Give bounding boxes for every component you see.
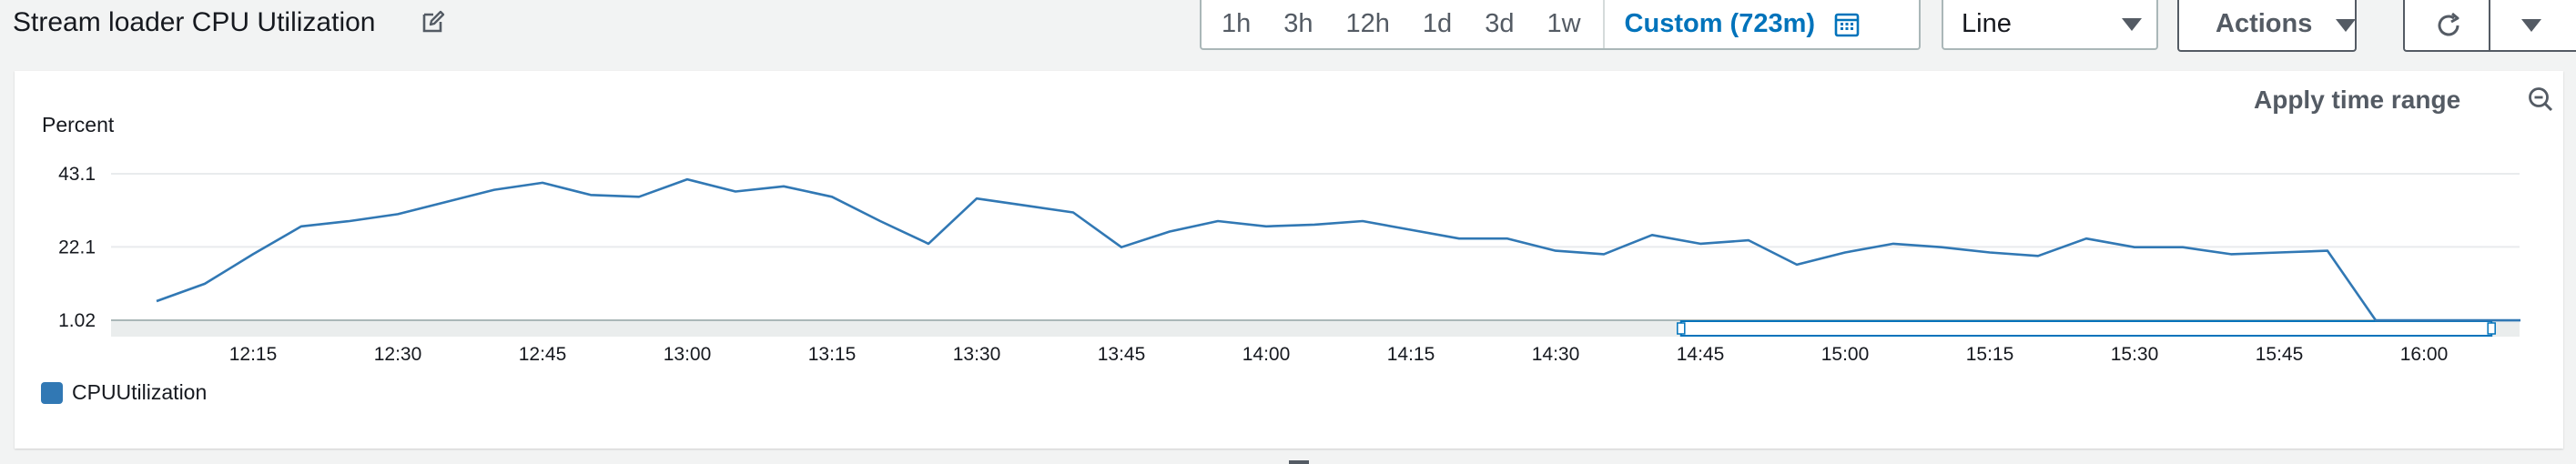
legend-item[interactable]: CPUUtilization [41, 380, 207, 405]
apply-time-range-button[interactable]: Apply time range [2254, 86, 2461, 114]
x-tick-label: 14:15 [1387, 344, 1435, 365]
x-tick-label: 14:30 [1532, 344, 1580, 365]
range-1d[interactable]: 1d [1422, 9, 1453, 38]
x-tick-label: 16:00 [2400, 344, 2449, 365]
caret-down-icon [2336, 19, 2356, 32]
calendar-icon[interactable] [1833, 11, 1861, 38]
refresh-control [2403, 0, 2576, 52]
legend-label: CPUUtilization [72, 380, 208, 404]
brush-selection[interactable] [1679, 320, 2493, 337]
range-12h[interactable]: 12h [1345, 9, 1390, 38]
x-tick-label: 15:45 [2256, 344, 2304, 365]
x-tick-label: 13:30 [953, 344, 1001, 365]
refresh-button[interactable] [2405, 0, 2490, 50]
refresh-dropdown[interactable] [2490, 0, 2576, 50]
range-1h[interactable]: 1h [1222, 9, 1252, 38]
caret-down-icon [2521, 19, 2541, 32]
series-line-cpuutilization[interactable] [156, 177, 2520, 322]
y-tick-label: 43.1 [58, 164, 96, 185]
y-tick-label: 1.02 [58, 310, 96, 331]
view-type-select[interactable]: Line [1942, 0, 2158, 50]
x-tick-label: 15:15 [1966, 344, 2014, 365]
resize-handle[interactable] [1289, 460, 1309, 464]
widget-title: Stream loader CPU Utilization [13, 7, 376, 37]
range-3d[interactable]: 3d [1485, 9, 1515, 38]
x-tick-label: 12:30 [374, 344, 422, 365]
range-custom[interactable]: Custom (723m) [1624, 9, 1816, 38]
y-tick-label: 22.1 [58, 237, 96, 257]
y-axis-unit: Percent [42, 113, 115, 136]
brush-handle-right[interactable] [2487, 322, 2496, 335]
x-tick-label: 12:45 [519, 344, 567, 365]
x-tick-label: 14:00 [1242, 344, 1291, 365]
range-divider [1602, 0, 1605, 48]
actions-label: Actions [2216, 9, 2313, 38]
brush-handle-left[interactable] [1677, 322, 1686, 335]
caret-down-icon [2122, 18, 2142, 31]
chart-panel [15, 71, 2563, 449]
actions-button[interactable]: Actions [2177, 0, 2357, 52]
zoom-out-icon[interactable] [2527, 86, 2554, 113]
x-tick-label: 15:00 [1821, 344, 1870, 365]
time-range-selector: 1h 3h 12h 1d 3d 1w Custom (723m) [1200, 0, 1921, 50]
x-tick-label: 14:45 [1677, 344, 1725, 365]
range-3h[interactable]: 3h [1283, 9, 1313, 38]
x-tick-label: 13:45 [1098, 344, 1146, 365]
x-tick-label: 13:15 [808, 344, 857, 365]
refresh-icon [2438, 12, 2459, 36]
range-1w[interactable]: 1w [1547, 9, 1581, 38]
x-tick-label: 12:15 [229, 344, 278, 365]
view-type-value: Line [1962, 9, 2012, 38]
legend-swatch [41, 381, 63, 404]
widget-header: Stream loader CPU Utilization 1h 3h 12h … [0, 0, 2576, 55]
x-tick-label: 13:00 [664, 344, 712, 365]
edit-icon[interactable] [421, 9, 446, 35]
x-tick-label: 15:30 [2111, 344, 2159, 365]
